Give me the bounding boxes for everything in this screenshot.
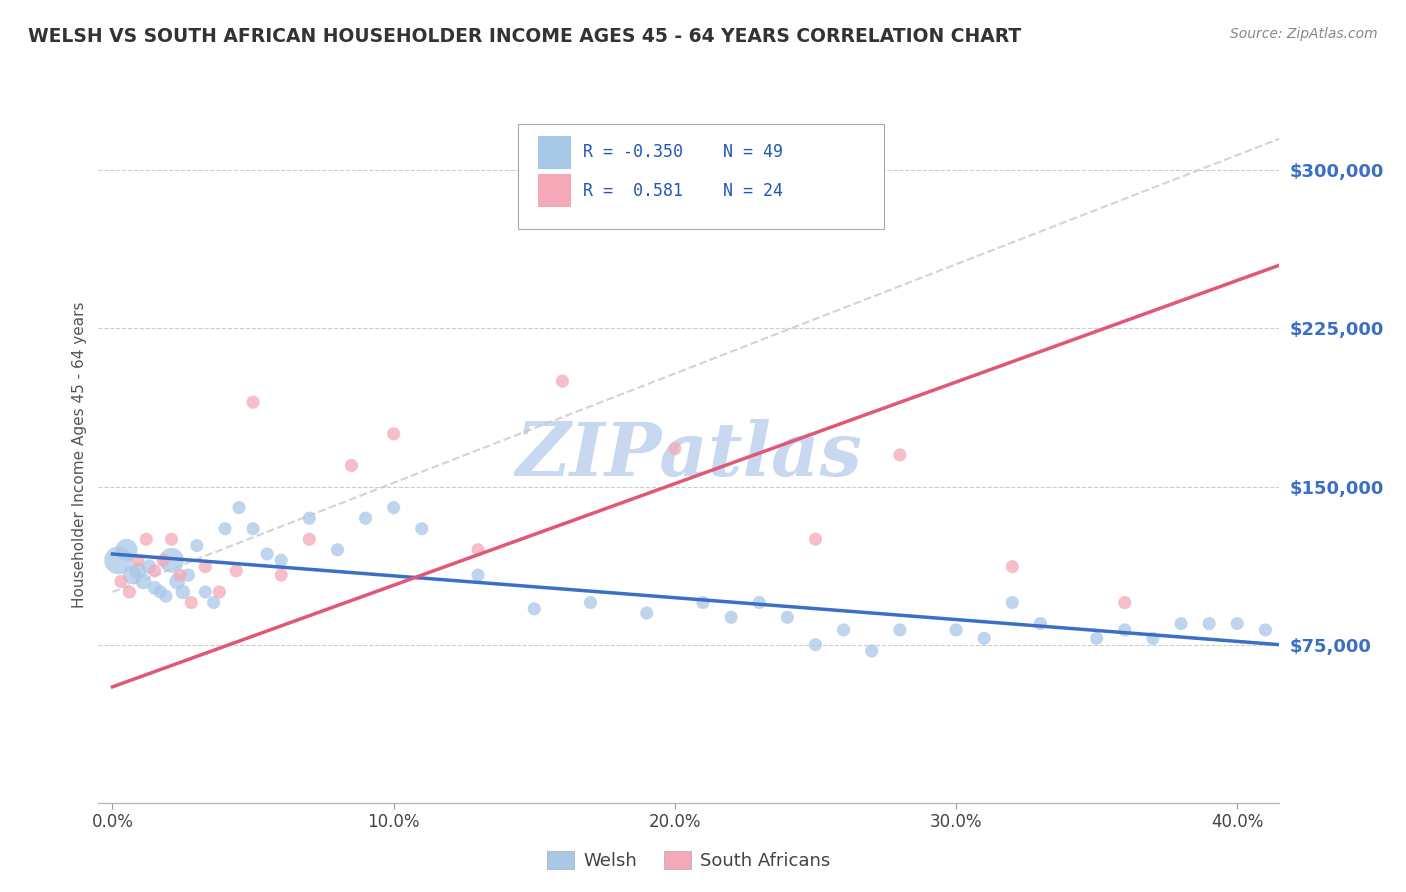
Point <box>298 533 321 547</box>
Point <box>107 553 129 567</box>
Point <box>127 553 149 567</box>
Point <box>149 585 172 599</box>
Point <box>194 559 217 574</box>
Point <box>121 568 143 582</box>
Point <box>523 602 546 616</box>
Point <box>1114 595 1136 609</box>
Point <box>579 595 602 609</box>
Point <box>110 574 132 589</box>
Point <box>1170 616 1192 631</box>
Point <box>1029 616 1052 631</box>
Point <box>138 559 160 574</box>
Point <box>1254 623 1277 637</box>
Point <box>118 585 141 599</box>
Point <box>664 442 686 456</box>
Point <box>1085 632 1108 646</box>
Point <box>143 564 166 578</box>
Point <box>166 574 188 589</box>
Point <box>242 522 264 536</box>
Point <box>776 610 799 624</box>
Point <box>228 500 250 515</box>
Point <box>804 533 827 547</box>
Point <box>1226 616 1249 631</box>
Point <box>973 632 995 646</box>
Text: R =  0.581    N = 24: R = 0.581 N = 24 <box>582 182 783 200</box>
Point <box>551 374 574 388</box>
Point <box>889 623 911 637</box>
Point <box>1198 616 1220 631</box>
Text: R = -0.350    N = 49: R = -0.350 N = 49 <box>582 144 783 161</box>
Point <box>298 511 321 525</box>
Point <box>1001 595 1024 609</box>
FancyBboxPatch shape <box>537 136 571 169</box>
Text: Source: ZipAtlas.com: Source: ZipAtlas.com <box>1230 27 1378 41</box>
Point <box>945 623 967 637</box>
Point <box>832 623 855 637</box>
Point <box>467 568 489 582</box>
Point <box>256 547 278 561</box>
Point <box>270 568 292 582</box>
Point <box>115 542 138 557</box>
Point <box>411 522 433 536</box>
Legend: Welsh, South Africans: Welsh, South Africans <box>540 844 838 877</box>
Point <box>169 568 191 582</box>
Point <box>155 589 177 603</box>
Point <box>382 500 405 515</box>
Point <box>804 638 827 652</box>
Point <box>636 606 658 620</box>
Text: WELSH VS SOUTH AFRICAN HOUSEHOLDER INCOME AGES 45 - 64 YEARS CORRELATION CHART: WELSH VS SOUTH AFRICAN HOUSEHOLDER INCOM… <box>28 27 1021 45</box>
Point <box>692 595 714 609</box>
Point <box>177 568 200 582</box>
Point <box>1114 623 1136 637</box>
Point <box>208 585 231 599</box>
Point <box>1142 632 1164 646</box>
Y-axis label: Householder Income Ages 45 - 64 years: Householder Income Ages 45 - 64 years <box>72 301 87 608</box>
Point <box>242 395 264 409</box>
Point <box>172 585 194 599</box>
Point <box>889 448 911 462</box>
Point <box>143 581 166 595</box>
Point <box>127 564 149 578</box>
Point <box>214 522 236 536</box>
Point <box>132 574 155 589</box>
Point <box>354 511 377 525</box>
Point <box>382 426 405 441</box>
Point <box>748 595 770 609</box>
Point <box>270 553 292 567</box>
Point <box>180 595 202 609</box>
Point <box>160 553 183 567</box>
Point <box>202 595 225 609</box>
Point <box>467 542 489 557</box>
FancyBboxPatch shape <box>537 174 571 207</box>
Point <box>225 564 247 578</box>
Point <box>194 585 217 599</box>
Point <box>720 610 742 624</box>
Point <box>186 539 208 553</box>
Point <box>340 458 363 473</box>
Point <box>1001 559 1024 574</box>
Point <box>135 533 157 547</box>
FancyBboxPatch shape <box>517 124 884 229</box>
Point <box>152 553 174 567</box>
Point <box>326 542 349 557</box>
Text: ZIPatlas: ZIPatlas <box>516 418 862 491</box>
Point <box>160 533 183 547</box>
Point <box>860 644 883 658</box>
